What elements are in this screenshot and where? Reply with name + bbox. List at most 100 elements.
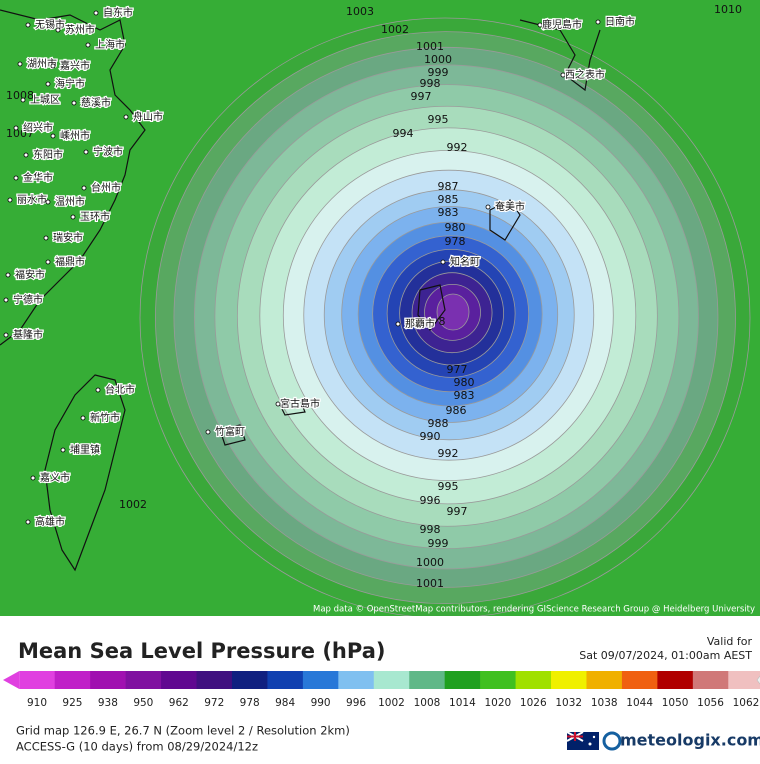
colorbar-tick-label: 1050 — [662, 697, 689, 709]
place-dot — [23, 152, 29, 158]
place-dot — [83, 149, 89, 155]
contour-label: 1002 — [119, 498, 147, 511]
place-dot — [395, 321, 401, 327]
grid-info: Grid map 126.9 E, 26.7 N (Zoom level 2 /… — [16, 724, 350, 738]
place-label: 上城区 — [30, 94, 60, 106]
contour-label: 998 — [420, 77, 441, 90]
place-label: 苏州市 — [65, 23, 95, 36]
valid-time: Sat 09/07/2024, 01:00am AEST — [579, 649, 752, 662]
brand-logo — [602, 731, 622, 751]
place-dot — [7, 197, 13, 203]
contour-label: 996 — [420, 494, 441, 507]
contour-label: 987 — [438, 180, 459, 193]
contour-label: 983 — [454, 389, 475, 402]
colorbar-cell — [586, 671, 623, 689]
colorbar-cell — [338, 671, 375, 689]
contour-label: 986 — [446, 404, 467, 417]
contour-label: 999 — [428, 66, 449, 79]
place-dot — [485, 204, 491, 210]
colorbar-cell — [19, 671, 56, 689]
place-label: 西之表市 — [565, 68, 605, 81]
colorbar-tick-label: 1056 — [697, 697, 724, 709]
colorbar-tick-label: 1008 — [414, 697, 441, 709]
place-dot — [595, 19, 601, 25]
contour-label: 997 — [411, 90, 432, 103]
colorbar-tick-label: 984 — [275, 697, 295, 709]
place-dot — [50, 63, 56, 69]
place-label: 湖州市 — [27, 57, 57, 70]
place-label: 舟山市 — [133, 110, 163, 123]
contour-label: 994 — [393, 127, 414, 140]
place-label: 宁波市 — [93, 145, 123, 158]
place-label: 无锡市 — [35, 18, 65, 31]
contour-label: 978 — [445, 235, 466, 248]
place-dot — [30, 475, 36, 481]
colorbar-cell — [267, 671, 304, 689]
colorbar-tick-label: 978 — [240, 697, 260, 709]
colorbar-cell — [125, 671, 162, 689]
place-label: 金华市 — [23, 171, 53, 184]
contour-label: 1001 — [416, 577, 444, 590]
contour-label: 995 — [428, 113, 449, 126]
place-dot — [440, 259, 446, 265]
legend-title: Mean Sea Level Pressure (hPa) — [18, 639, 385, 663]
colorbar-tick-label: 990 — [311, 697, 331, 709]
place-dot — [537, 22, 543, 28]
place-dot — [95, 387, 101, 393]
place-dot — [13, 125, 19, 131]
place-dot — [50, 133, 56, 139]
brand: meteologix.com — [620, 731, 760, 750]
place-dot — [45, 199, 51, 205]
colorbar: 910 925 938 950 962 972 978 984 990 996 1002 1008 10… — [3, 671, 760, 709]
place-dot — [71, 100, 77, 106]
colorbar-tick-label: 950 — [133, 697, 153, 709]
contour-label: 1003 — [346, 5, 374, 18]
place-dot — [20, 97, 26, 103]
colorbar-tick-label: 1002 — [378, 697, 405, 709]
colorbar-cell — [409, 671, 446, 689]
place-dot — [560, 72, 566, 78]
contour-label: 995 — [438, 480, 459, 493]
place-label: 高雄市 — [35, 515, 65, 528]
contour-label: 1000 — [416, 556, 444, 569]
place-label: 丽水市 — [17, 193, 47, 206]
place-label: 竹富町 — [215, 425, 245, 438]
contour-label: 1010 — [714, 3, 742, 16]
place-dot — [17, 61, 23, 67]
place-label: 绍兴市 — [23, 121, 53, 134]
colorbar-tick-label: 1020 — [484, 697, 511, 709]
place-label: 新竹市 — [90, 411, 120, 424]
place-dot — [205, 429, 211, 435]
colorbar-arrow-right — [756, 675, 760, 685]
place-label: 海宁市 — [55, 77, 85, 90]
colorbar-cell — [621, 671, 658, 689]
pressure-field — [139, 17, 751, 619]
contour-label: 983 — [438, 206, 459, 219]
colorbar-cell — [692, 671, 729, 689]
place-dot — [3, 332, 9, 338]
colorbar-tick-label: 1038 — [591, 697, 618, 709]
contour-label: 997 — [447, 505, 468, 518]
colorbar-cell — [515, 671, 552, 689]
place-label: 瑞安市 — [53, 231, 83, 244]
colorbar-cell — [373, 671, 410, 689]
place-label: 福鼎市 — [55, 255, 85, 268]
place-dot — [275, 401, 281, 407]
place-dot — [45, 81, 51, 87]
contour-label: 998 — [420, 523, 441, 536]
colorbar-tick-label: 925 — [62, 697, 82, 709]
place-label: 福安市 — [15, 268, 45, 281]
place-dot — [45, 259, 51, 265]
colorbar-tick-label: 1026 — [520, 697, 547, 709]
colorbar-cell — [231, 671, 268, 689]
isobar-ring — [436, 293, 470, 331]
colorbar-tick-label: 1014 — [449, 697, 476, 709]
valid-label: Valid for — [707, 635, 753, 648]
place-label: 慈溪市 — [81, 96, 111, 109]
place-dot — [60, 447, 66, 453]
place-label: 宁德市 — [13, 293, 43, 306]
colorbar-tick-label: 972 — [204, 697, 224, 709]
place-dot — [80, 415, 86, 421]
place-dot — [123, 114, 129, 120]
place-dot — [85, 42, 91, 48]
